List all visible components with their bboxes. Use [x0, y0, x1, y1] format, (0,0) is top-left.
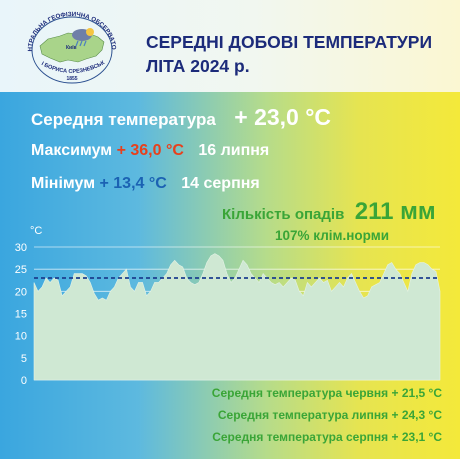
precipitation-norm: 107% клім.норми: [275, 228, 390, 243]
average-value: + 23,0 °C: [234, 104, 332, 130]
y-tick-label: 30: [15, 242, 27, 254]
july-average: Середня температура липня + 24,3 °C: [217, 408, 442, 422]
maximum-value: + 36,0 °C: [116, 142, 184, 159]
precipitation-label: Кількість опадів: [222, 206, 345, 223]
title-line-1: СЕРЕДНІ ДОБОВІ ТЕМПЕРАТУРИ: [146, 32, 433, 52]
maximum-date: 16 липня: [198, 142, 270, 159]
average-label: Середня температура: [31, 110, 216, 129]
august-average: Середня температура серпня + 23,1 °C: [212, 430, 442, 444]
page-title: СЕРЕДНІ ДОБОВІ ТЕМПЕРАТУРИ ЛІТА 2024 р.: [146, 30, 446, 78]
observatory-logo: ЦЕНТРАЛЬНА ГЕОФІЗИЧНА ОБСЕРВАТОРІЯ ІМЕНІ…: [16, 6, 117, 84]
y-tick-label: 25: [15, 264, 27, 276]
y-axis-unit: °C: [30, 225, 42, 237]
minimum-date: 14 серпня: [181, 175, 260, 192]
y-tick-label: 20: [15, 286, 27, 298]
june-average: Середня температура червня + 21,5 °C: [211, 386, 442, 400]
y-tick-label: 5: [21, 353, 27, 365]
y-tick-label: 0: [21, 375, 27, 387]
logo-city: Київ: [66, 45, 77, 51]
temperature-chart: 0 5 10 15 20 25 30 °C: [15, 225, 441, 387]
maximum-label: Максимум: [31, 142, 113, 159]
logo-year: 1855: [66, 76, 77, 82]
title-line-2: ЛІТА 2024 р.: [146, 56, 250, 76]
maximum-temperature: Максимум + 36,0 °C 16 липня: [31, 142, 269, 160]
y-tick-label: 10: [15, 331, 27, 343]
precipitation: Кількість опадів 211 мм: [222, 198, 436, 226]
average-temperature: Середня температура + 23,0 °C: [31, 104, 331, 131]
y-tick-label: 15: [15, 309, 27, 321]
daily-temperature-area: [33, 253, 441, 381]
precipitation-value: 211 мм: [354, 198, 436, 225]
minimum-value: + 13,4 °C: [99, 175, 167, 192]
minimum-temperature: Мінімум + 13,4 °C 14 серпня: [31, 175, 260, 193]
header: ЦЕНТРАЛЬНА ГЕОФІЗИЧНА ОБСЕРВАТОРІЯ ІМЕНІ…: [0, 0, 460, 92]
minimum-label: Мінімум: [31, 175, 96, 192]
